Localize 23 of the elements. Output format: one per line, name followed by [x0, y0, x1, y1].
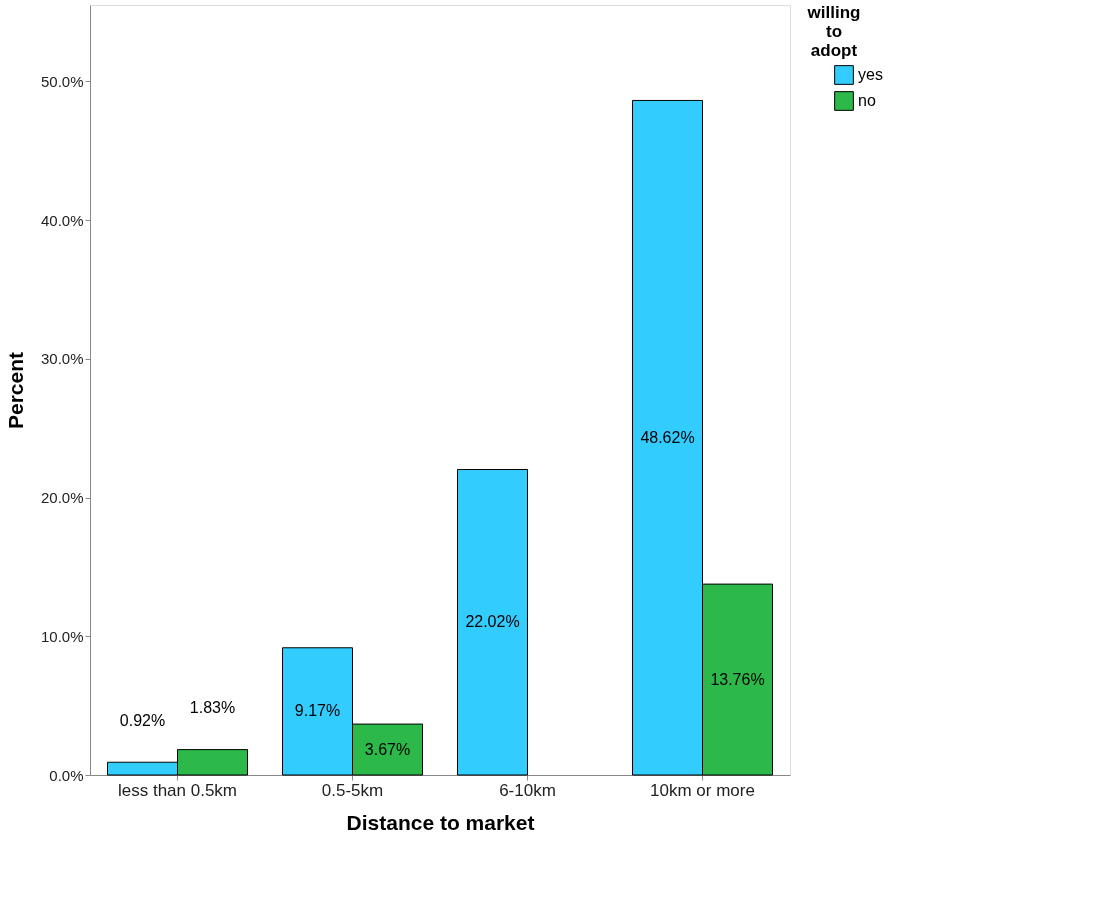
y-axis-title: Percent [3, 351, 27, 430]
y-tick-label: 30.0% [40, 350, 84, 368]
x-tick-label: less than 0.5km [117, 780, 238, 800]
data-label: 1.83% [189, 698, 236, 716]
y-tick-label: 50.0% [40, 72, 84, 90]
data-label: 22.02% [465, 613, 520, 631]
legend-label: no [858, 92, 876, 109]
x-tick-label: 10km or more [650, 780, 755, 800]
data-label: 48.62% [640, 428, 695, 446]
bar [457, 469, 528, 776]
data-label: 13.76% [710, 670, 765, 688]
y-tick-label: 40.0% [40, 211, 84, 229]
x-axis-title: Distance to market [346, 810, 535, 834]
y-tick-label: 10.0% [40, 627, 84, 645]
data-label: 3.67% [364, 740, 411, 758]
x-tick-label: 0.5-5km [321, 780, 384, 800]
y-tick-label: 20.0% [40, 489, 84, 507]
y-tick-label: 0.0% [49, 766, 84, 784]
x-tick-label: 6-10km [499, 780, 556, 800]
data-label: 9.17% [294, 702, 341, 720]
legend-title: willing to adopt [806, 3, 861, 60]
legend-label: yes [858, 66, 883, 83]
data-label: 0.92% [119, 711, 166, 729]
